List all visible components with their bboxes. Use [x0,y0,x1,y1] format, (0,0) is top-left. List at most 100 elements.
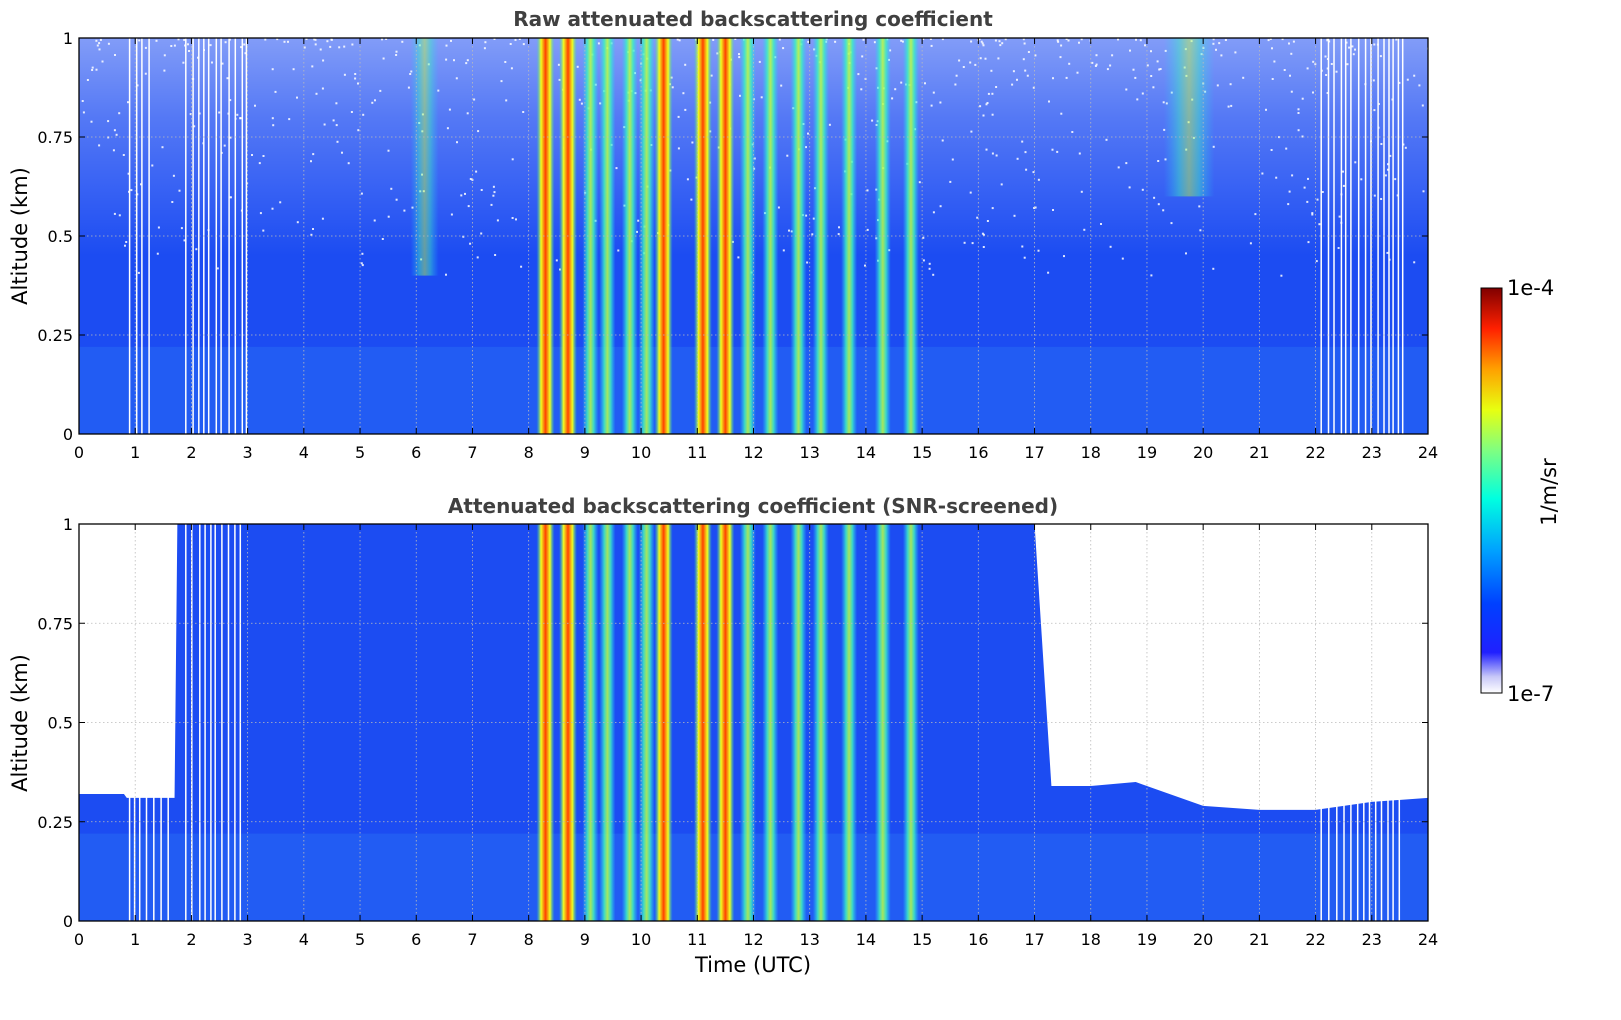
raw-noise-speckle [287,40,289,43]
raw-noise-speckle [982,233,985,236]
raw-y-axis-ticks: 0 0.25 0.5 0.75 1 [37,29,1428,444]
raw-noise-speckle [1109,245,1112,248]
raw-noise-speckle [1076,71,1079,74]
raw-noise-speckle [1215,48,1217,51]
raw-y-axis-label: Altitude (km) [8,167,32,305]
raw-noise-speckle [272,124,275,127]
raw-noise-speckle [326,40,329,43]
raw-noise-speckle [1059,56,1062,59]
raw-noise-speckle [1290,90,1293,93]
raw-noise-speckle [453,59,455,62]
raw-noise-speckle [118,112,121,115]
raw-noise-speckle [155,39,158,42]
raw-noise-speckle [1352,53,1355,56]
raw-noise-speckle [738,53,740,56]
raw-noise-speckle [1026,74,1029,77]
raw-moderate-plume [874,38,891,434]
raw-noise-speckle [1227,105,1230,108]
raw-noise-speckle [979,57,982,60]
raw-noise-speckle [258,162,261,165]
raw-faint-feature [1163,38,1215,197]
raw-noise-speckle [1150,75,1153,77]
colorbar-gradient [1481,288,1502,693]
snr-x-tick-label: 9 [580,930,590,949]
snr-y-tick-label: 0.75 [37,614,73,633]
snr-moderate-plume [638,524,655,921]
snr-x-tick-label: 6 [411,930,421,949]
raw-noise-speckle [932,91,935,94]
raw-noise-speckle [475,170,478,173]
snr-x-tick-label: 14 [856,930,876,949]
raw-noise-speckle [1389,154,1392,157]
raw-noise-speckle [1404,146,1407,149]
raw-noise-speckle [1306,200,1309,203]
raw-noise-speckle [446,127,449,130]
raw-noise-speckle [387,215,390,218]
raw-noise-speckle [322,59,325,62]
raw-noise-speckle [1265,108,1267,111]
raw-noise-speckle [310,160,312,163]
raw-noise-speckle [1025,168,1028,171]
raw-noise-speckle [1080,38,1083,41]
raw-noise-speckle [122,154,125,156]
raw-intense-plume [716,38,735,434]
raw-noise-speckle [1132,68,1135,71]
raw-noise-speckle [480,232,483,235]
raw-moderate-plume [638,38,655,434]
raw-x-tick-label: 22 [1305,443,1325,462]
raw-intense-plume [536,38,555,434]
raw-noise-speckle [335,102,338,105]
raw-noise-speckle [979,105,982,108]
raw-noise-speckle [1270,149,1273,151]
raw-noise-speckle [180,227,183,230]
raw-noise-speckle [963,241,966,244]
raw-noise-speckle [974,63,977,66]
raw-noise-speckle [932,273,935,276]
raw-noise-speckle [1134,76,1137,79]
colorbar-min-label: 1e-7 [1507,682,1554,706]
raw-noise-speckle [244,52,247,55]
raw-noise-speckle [1418,84,1421,87]
raw-noise-speckle [98,144,101,147]
raw-noise-speckle [1078,41,1080,44]
raw-noise-speckle [678,39,681,42]
raw-noise-speckle [332,119,335,122]
raw-noise-speckle [407,86,410,89]
raw-noise-speckle [127,172,130,175]
snr-x-tick-label: 17 [1024,930,1044,949]
snr-x-tick-label: 12 [743,930,763,949]
raw-noise-speckle [357,82,359,85]
raw-noise-speckle [811,233,814,236]
raw-noise-speckle [385,38,388,40]
snr-x-tick-label: 2 [186,930,196,949]
raw-x-tick-label: 4 [299,443,309,462]
raw-noise-speckle [982,114,985,117]
raw-noise-speckle [130,189,133,192]
raw-noise-speckle [493,38,496,40]
snr-x-tick-label: 10 [631,930,651,949]
raw-noise-speckle [156,252,159,255]
raw-noise-speckle [456,141,458,144]
snr-y-tick-label: 0 [63,912,73,931]
raw-noise-speckle [118,214,121,217]
raw-noise-speckle [218,111,221,114]
raw-noise-speckle [403,209,406,212]
raw-noise-speckle [1351,45,1354,48]
raw-noise-speckle [1372,79,1375,82]
raw-noise-speckle [1267,39,1270,42]
raw-noise-speckle [1326,39,1329,42]
raw-x-tick-label: 2 [186,443,196,462]
raw-noise-speckle [469,178,472,180]
raw-noise-speckle [866,228,869,231]
raw-noise-speckle [341,151,343,154]
snr-x-tick-label: 18 [1081,930,1101,949]
raw-noise-speckle [125,241,128,243]
raw-noise-speckle [187,43,189,46]
raw-noise-speckle [296,221,299,224]
raw-x-tick-label: 20 [1193,443,1213,462]
raw-noise-speckle [737,256,740,259]
raw-noise-speckle [786,154,789,157]
raw-noise-speckle [1139,39,1142,42]
raw-noise-speckle [360,262,363,265]
